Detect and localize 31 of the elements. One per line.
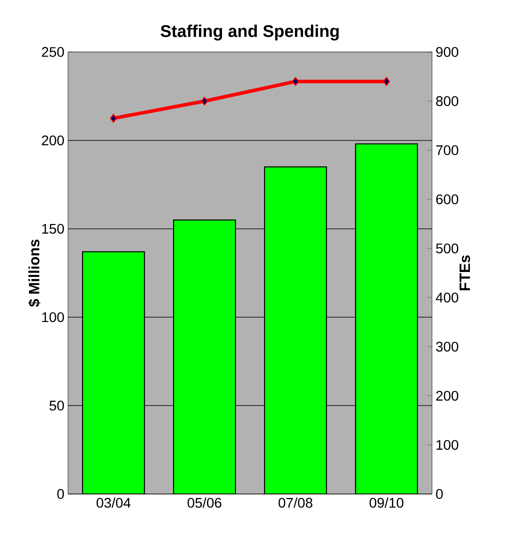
y2-tick-label: 100 — [436, 440, 458, 450]
y2-tick-label: 200 — [436, 390, 458, 401]
bar — [264, 166, 326, 494]
x-tick-label: 07/08 — [278, 498, 312, 508]
bar — [355, 143, 418, 494]
y-tick-label: 200 — [42, 135, 64, 146]
y-tick-label: 150 — [42, 224, 64, 234]
y2-axis-title: FTEs — [460, 255, 470, 290]
y-axis-title: $ Millions — [28, 240, 40, 307]
y-tick-label: 0 — [57, 489, 64, 499]
y-tick-label: 50 — [50, 400, 64, 411]
y-tick-label: 250 — [42, 47, 64, 57]
y2-tick-label: 800 — [436, 96, 458, 106]
chart-title: Staffing and Spending — [160, 24, 339, 40]
point — [383, 76, 390, 86]
y2-tick-label: 300 — [436, 342, 458, 352]
y2-tick-label: 400 — [436, 292, 458, 302]
bar — [82, 252, 144, 494]
bar — [174, 220, 236, 494]
x-tick-label: 03/04 — [96, 498, 131, 508]
x-tick-label: 09/10 — [370, 498, 404, 508]
y2-tick-label: 0 — [436, 489, 443, 499]
y2-tick-label: 500 — [436, 243, 458, 254]
y-tick-label: 100 — [42, 312, 64, 322]
point — [201, 96, 208, 106]
x-tick-label: 05/06 — [188, 498, 222, 508]
point — [110, 114, 117, 123]
y2-tick-label: 700 — [436, 145, 458, 156]
y2-tick-label: 600 — [436, 194, 458, 204]
point — [292, 76, 299, 86]
y2-tick-label: 900 — [436, 47, 458, 57]
